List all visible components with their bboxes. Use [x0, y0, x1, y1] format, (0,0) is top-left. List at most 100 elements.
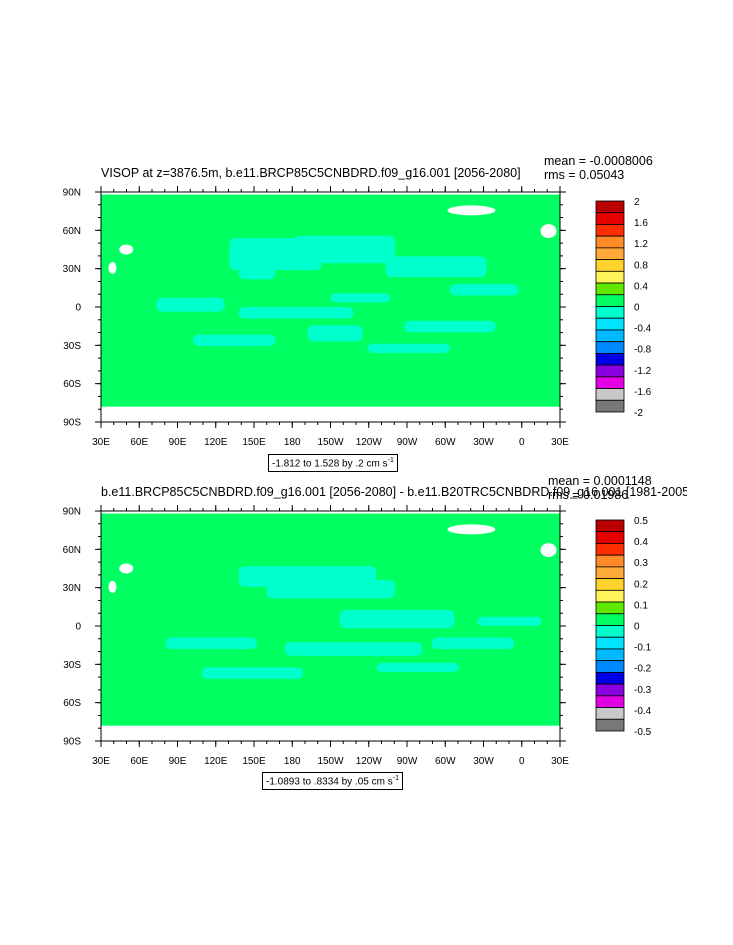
y-tick-label: 0	[75, 622, 81, 633]
x-tick-label: 120E	[204, 437, 228, 448]
mean-stat: mean = -0.0008006	[544, 154, 653, 168]
x-tick-label: 150W	[317, 756, 344, 767]
colorbar-box	[595, 531, 625, 544]
colorbar-label: 0.8	[634, 260, 648, 271]
field-negative-patch	[339, 609, 455, 629]
colorbar-label: -1.6	[634, 387, 652, 398]
colorbar-label: -0.1	[634, 643, 652, 654]
colorbar-label: 0.5	[634, 516, 648, 527]
colorbar-box	[595, 660, 625, 673]
field-negative-patch	[385, 256, 487, 278]
y-tick-label: 90S	[63, 418, 81, 429]
field-negative-patch	[449, 284, 519, 296]
colorbar-box	[595, 695, 625, 708]
x-tick-label: 150E	[242, 756, 266, 767]
chart-plot: 30E 60E 90E 120E 150E 180 150W 120W 90W 60W 30W 0 30…	[63, 186, 652, 448]
nodata-region	[540, 543, 557, 558]
colorbar-box	[595, 578, 625, 591]
y-tick-label: 60S	[63, 379, 81, 390]
colorbar-box	[595, 554, 625, 568]
rms-stat: rms = 0.05043	[544, 168, 625, 182]
field-negative-patch	[367, 343, 450, 353]
colorbar-label: -0.4	[634, 324, 652, 335]
y-tick-label: 30S	[63, 660, 81, 671]
x-tick-label: 90W	[397, 437, 418, 448]
x-tick-label: 120E	[204, 756, 228, 767]
colorbar-label: -0.3	[634, 685, 652, 696]
x-tick-label: 60E	[130, 756, 148, 767]
panel-2: b.e11.BRCP85C5CNBDRD.f09_g16.001 [2056-2…	[63, 474, 687, 791]
colorbar-label: 0.3	[634, 558, 648, 569]
field-negative-patch	[403, 320, 496, 333]
colorbar-box	[595, 636, 625, 650]
field-negative-patch	[477, 616, 542, 626]
colorbar-box	[595, 399, 625, 413]
rms-stat: rms = 0.01986	[548, 488, 629, 502]
colorbar-box	[595, 543, 625, 556]
x-tick-label: 180	[284, 756, 301, 767]
colorbar-label: 0	[634, 303, 640, 314]
field-negative-patch	[293, 235, 395, 264]
mean-stat: mean = 0.0001148	[548, 474, 652, 488]
x-tick-label: 30E	[551, 756, 569, 767]
range-unit-exponent: -1	[387, 457, 394, 464]
nodata-region	[447, 524, 496, 535]
y-tick-label: 90S	[63, 737, 81, 748]
colorbar-label: 1.2	[634, 239, 648, 250]
x-tick-label: 30E	[92, 437, 110, 448]
field-negative-patch	[284, 642, 423, 656]
y-tick-label: 60N	[63, 545, 81, 556]
y-tick-label: 30N	[63, 583, 81, 594]
x-tick-label: 90W	[397, 756, 418, 767]
range-label: -1.0893 to .8334 by .05 cm s	[266, 776, 393, 788]
colorbar-label: -0.5	[634, 727, 652, 738]
field-negative-patch	[156, 297, 225, 312]
colorbar-label: -0.8	[634, 345, 652, 356]
x-tick-label: 30W	[473, 756, 494, 767]
x-tick-label: 150W	[317, 437, 344, 448]
colorbar-label: -2	[634, 408, 643, 419]
chart-title: VISOP at z=3876.5m, b.e11.BRCP85C5CNBDRD…	[101, 166, 521, 180]
x-tick-label: 90E	[169, 756, 187, 767]
range-unit-exponent: -1	[392, 775, 399, 782]
panel-1: VISOP at z=3876.5m, b.e11.BRCP85C5CNBDRD…	[0, 0, 733, 473]
field-negative-patch	[201, 667, 303, 679]
colorbar-box	[595, 589, 625, 603]
colorbar-label: 1.6	[634, 218, 648, 229]
chart-plot: 30E 60E 90E 120E 150E 180 150W 120W 90W 60W 30W 0 30…	[63, 505, 652, 767]
contour-range-box: -1.0893 to .8334 by .05 cm s-1	[262, 772, 403, 791]
y-tick-label: 90N	[63, 507, 81, 518]
colorbar-label: 0.2	[634, 579, 648, 590]
nodata-region	[108, 261, 117, 274]
y-tick-label: 60S	[63, 698, 81, 709]
contour-range-box: -1.812 to 1.528 by .2 cm s-1	[268, 454, 398, 473]
x-tick-label: 60E	[130, 437, 148, 448]
y-tick-label: 60N	[63, 226, 81, 237]
field-negative-patch	[238, 307, 354, 319]
x-tick-label: 150E	[242, 437, 266, 448]
colorbar-box	[595, 625, 625, 638]
colorbar-box	[595, 519, 625, 533]
colorbar-box	[595, 718, 625, 732]
colorbar-box	[595, 707, 625, 720]
y-tick-label: 30S	[63, 341, 81, 352]
x-tick-label: 30E	[551, 437, 569, 448]
x-tick-label: 30E	[92, 756, 110, 767]
colorbar-box	[595, 601, 625, 615]
y-tick-label: 30N	[63, 264, 81, 275]
field-negative-patch	[431, 637, 515, 649]
field-negative-patch	[192, 334, 276, 347]
nodata-region	[119, 244, 134, 255]
colorbar-label: -0.4	[634, 706, 652, 717]
colorbar-box	[595, 566, 625, 580]
y-tick-label: 0	[75, 303, 81, 314]
x-tick-label: 180	[284, 437, 301, 448]
colorbar-label: 0.1	[634, 600, 648, 611]
colorbar-label: 0.4	[634, 537, 648, 548]
colorbar-label: -0.2	[634, 664, 652, 675]
nodata-region	[540, 224, 557, 239]
colorbar-box	[595, 671, 625, 685]
colorbar-box	[595, 683, 625, 697]
x-tick-label: 90E	[169, 437, 187, 448]
x-tick-label: 0	[519, 756, 525, 767]
